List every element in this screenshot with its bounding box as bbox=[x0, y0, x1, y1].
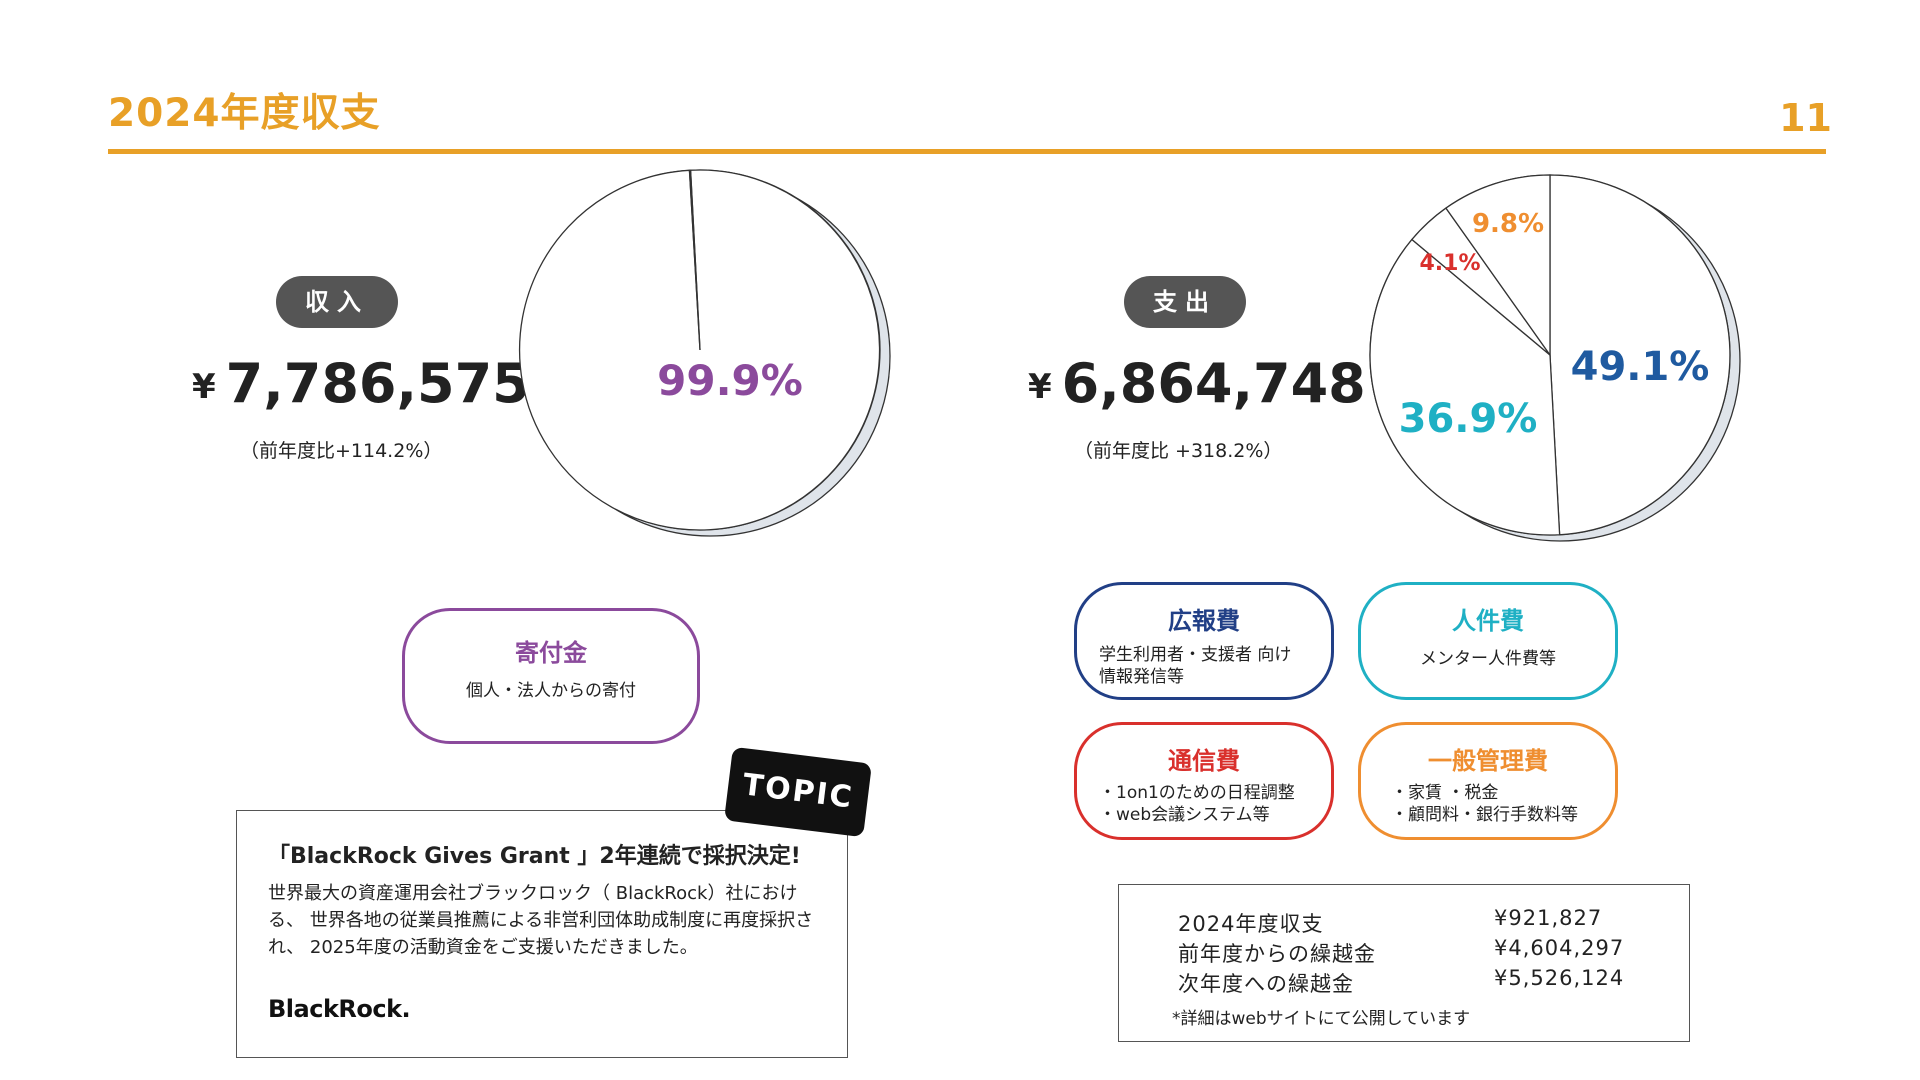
category-comm-title: 通信費 bbox=[1168, 747, 1240, 775]
summary-row-value: ¥4,604,297 bbox=[1494, 936, 1625, 960]
income-amount: ¥7,786,575 bbox=[192, 352, 530, 415]
summary-note: *詳細はwebサイトにて公開しています bbox=[1172, 1009, 1471, 1029]
category-personnel-title: 人件費 bbox=[1452, 607, 1524, 635]
header-divider bbox=[108, 149, 1826, 154]
summary-row-value: ¥921,827 bbox=[1494, 906, 1603, 930]
pie-slice-label: 49.1% bbox=[1571, 344, 1710, 390]
category-admin-desc: ・家賃 ・税金 ・顧問料・銀行手数料等 bbox=[1391, 783, 1578, 825]
category-pr-title: 広報費 bbox=[1168, 607, 1240, 635]
summary-row-label: 2024年度収支 bbox=[1178, 912, 1324, 936]
topic-headline: 「BlackRock Gives Grant 」2年連続で採択決定! bbox=[268, 844, 801, 869]
pie-slice-label: 36.9% bbox=[1399, 396, 1538, 442]
expense-currency: ¥ bbox=[1028, 367, 1052, 408]
category-pr: 広報費 学生利用者・支援者 向け 情報発信等 bbox=[1074, 582, 1334, 700]
page-title: 2024年度収支 bbox=[108, 91, 381, 136]
income-amount-value: 7,786,575 bbox=[225, 352, 530, 415]
pie-slice-label: 4.1% bbox=[1419, 251, 1480, 276]
category-donation: 寄付金 個人・法人からの寄付 bbox=[402, 608, 700, 744]
category-comm: 通信費 ・1on1のための日程調整 ・web会議システム等 bbox=[1074, 722, 1334, 840]
category-personnel: 人件費 メンター人件費等 bbox=[1358, 582, 1618, 700]
pie-slice-label: 99.9% bbox=[657, 356, 803, 405]
expense-label: 支出 bbox=[1124, 276, 1246, 328]
expense-amount: ¥6,864,748 bbox=[1028, 352, 1366, 415]
summary-box bbox=[1118, 884, 1690, 1042]
category-donation-title: 寄付金 bbox=[515, 639, 587, 667]
category-personnel-desc: メンター人件費等 bbox=[1420, 649, 1556, 669]
category-admin: 一般管理費 ・家賃 ・税金 ・顧問料・銀行手数料等 bbox=[1358, 722, 1618, 840]
summary-row-value: ¥5,526,124 bbox=[1494, 966, 1625, 990]
topic-box bbox=[236, 810, 848, 1058]
blackrock-logo: BlackRock. bbox=[268, 995, 411, 1023]
income-label: 収入 bbox=[276, 276, 398, 328]
pie-slice bbox=[688, 169, 701, 351]
expense-pie-chart: 49.1% 36.9% 4.1% 9.8% bbox=[1369, 174, 1741, 542]
income-pie-chart: 99.9% bbox=[518, 169, 891, 537]
category-admin-title: 一般管理費 bbox=[1428, 747, 1548, 775]
summary-row-label: 次年度への繰越金 bbox=[1178, 972, 1354, 996]
category-comm-desc: ・1on1のための日程調整 ・web会議システム等 bbox=[1099, 783, 1295, 825]
category-donation-desc: 個人・法人からの寄付 bbox=[466, 681, 636, 701]
topic-body: 世界最大の資産運用会社ブラックロック（ BlackRock）社における、 世界各… bbox=[268, 883, 814, 958]
pie-slice bbox=[1549, 174, 1731, 536]
pie-slice bbox=[518, 169, 881, 531]
income-yoy: （前年度比+114.2%） bbox=[240, 440, 443, 462]
expense-amount-value: 6,864,748 bbox=[1061, 352, 1366, 415]
summary-row-label: 前年度からの繰越金 bbox=[1178, 942, 1376, 966]
income-currency: ¥ bbox=[192, 367, 216, 408]
page-number: 11 bbox=[1779, 96, 1832, 140]
pie-slice-label: 9.8% bbox=[1472, 209, 1544, 239]
category-pr-desc: 学生利用者・支援者 向け 情報発信等 bbox=[1099, 645, 1292, 687]
pie-slice bbox=[1445, 174, 1551, 358]
pie-slice bbox=[1369, 238, 1561, 536]
expense-yoy: （前年度比 +318.2%） bbox=[1074, 440, 1283, 462]
